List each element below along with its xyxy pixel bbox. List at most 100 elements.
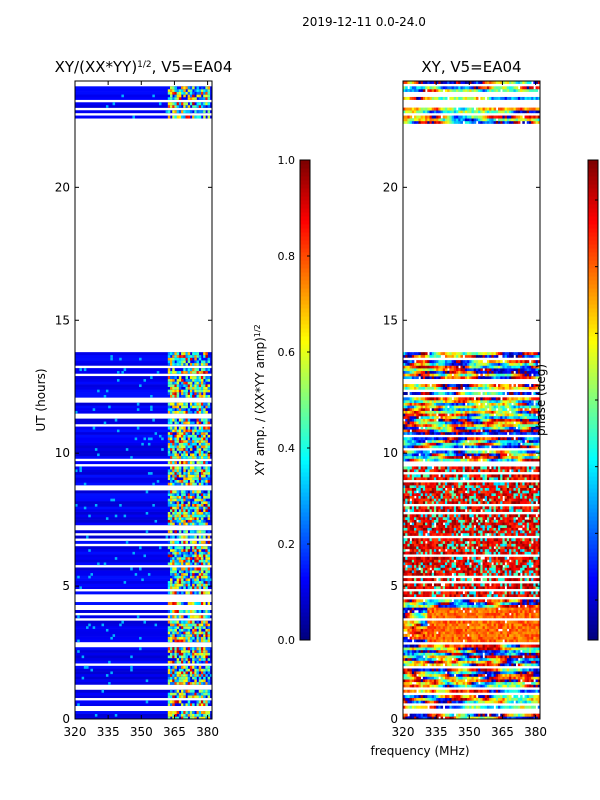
heatmap-cell <box>460 578 463 582</box>
heatmap-cell <box>458 716 461 719</box>
heatmap-row <box>75 583 212 587</box>
heatmap-cell <box>433 636 437 640</box>
heatmap-cell <box>183 392 186 395</box>
heatmap-cell <box>205 652 208 656</box>
colorbar-segment <box>300 220 310 225</box>
heatmap-cell <box>422 607 426 611</box>
heatmap-cell <box>174 692 177 696</box>
heatmap-cell <box>192 633 195 637</box>
heatmap-cell <box>178 511 182 515</box>
heatmap-cell <box>528 655 532 659</box>
heatmap-cell <box>500 594 503 598</box>
heatmap-cell <box>422 623 426 627</box>
heatmap-cell <box>517 639 521 643</box>
heatmap-cell <box>456 649 459 653</box>
heatmap-cell <box>511 681 514 685</box>
heatmap-cell <box>187 508 191 512</box>
heatmap-cell <box>484 628 488 632</box>
heatmap-cell <box>192 434 195 438</box>
heatmap-cell <box>418 604 421 608</box>
heatmap-cell <box>405 572 408 576</box>
heatmap-cell <box>187 466 191 470</box>
colorbar-segment <box>300 348 310 353</box>
heatmap-cell <box>531 578 534 582</box>
heatmap-cell <box>194 652 197 656</box>
heatmap-cell <box>420 713 424 717</box>
heatmap-row <box>75 647 212 651</box>
heatmap-cell <box>205 575 208 579</box>
heatmap-cell <box>207 360 211 364</box>
heatmap-cell <box>517 623 521 627</box>
heatmap-cell <box>447 615 450 619</box>
heatmap-cell <box>533 655 536 659</box>
heatmap-cell <box>451 628 455 632</box>
heatmap-cell <box>444 657 448 661</box>
heatmap-cell <box>185 516 188 520</box>
heatmap-cell <box>517 572 521 576</box>
heatmap-cell <box>506 657 510 661</box>
heatmap-cell <box>427 697 430 701</box>
heatmap-cell <box>192 681 195 685</box>
heatmap-cell <box>495 567 499 571</box>
heatmap-cell <box>176 501 180 504</box>
heatmap-cell <box>425 700 428 704</box>
heatmap-cell <box>170 461 173 465</box>
heatmap-cell <box>196 583 200 587</box>
heatmap-cell <box>409 591 413 595</box>
heatmap-cell <box>531 655 534 659</box>
heatmap-cell <box>427 655 430 659</box>
heatmap-cell <box>522 578 525 582</box>
chart-title-sup: 1/2 <box>137 60 151 70</box>
heatmap-cell <box>405 713 408 717</box>
heatmap-cell <box>205 439 208 443</box>
colorbar-segment <box>300 224 310 229</box>
heatmap-cell <box>174 115 177 119</box>
heatmap-cell <box>172 354 175 358</box>
heatmap-cell <box>520 713 523 717</box>
heatmap-cell <box>520 684 523 688</box>
heatmap-cell <box>207 453 211 457</box>
heatmap-cell <box>431 713 435 717</box>
heatmap-cell <box>189 636 193 640</box>
heatmap-cell <box>174 570 177 574</box>
heatmap-cell <box>178 466 182 470</box>
heatmap-cell <box>506 673 510 677</box>
heatmap-cell <box>509 657 512 661</box>
heatmap-row <box>75 104 212 108</box>
heatmap-cell <box>176 586 180 590</box>
heatmap-cell <box>170 431 173 435</box>
heatmap-cell <box>207 386 211 390</box>
heatmap-cell <box>194 402 197 406</box>
heatmap-cell <box>407 604 410 608</box>
heatmap-cell <box>467 697 470 701</box>
heatmap-cell <box>183 511 186 515</box>
heatmap-cell <box>178 442 182 446</box>
heatmap-cell <box>475 570 479 574</box>
heatmap-cell <box>189 665 193 669</box>
heatmap-cell <box>203 418 206 422</box>
heatmap-cell <box>205 477 208 481</box>
heatmap-cell <box>205 649 208 653</box>
heatmap-cell <box>431 647 435 651</box>
heatmap-cell <box>513 695 516 699</box>
heatmap-cell <box>207 495 211 499</box>
heatmap-cell <box>174 96 177 100</box>
heatmap-cell <box>196 490 200 494</box>
heatmap-cell <box>502 700 505 704</box>
heatmap-cell <box>493 604 497 608</box>
heatmap-cell <box>192 477 195 481</box>
heatmap-cell <box>498 591 501 595</box>
heatmap-cell <box>405 578 408 582</box>
heatmap-row <box>75 516 212 520</box>
heatmap-cell <box>535 652 539 656</box>
heatmap-cell <box>528 572 532 576</box>
heatmap-cell <box>420 647 424 651</box>
heatmap-row <box>75 548 212 552</box>
heatmap-cell <box>114 713 118 717</box>
heatmap-cell <box>167 498 171 502</box>
heatmap-cell <box>181 681 184 685</box>
heatmap-row <box>75 703 212 707</box>
heatmap-cell <box>170 442 173 446</box>
colorbar-segment <box>300 212 310 217</box>
colorbar-segment <box>300 336 310 341</box>
